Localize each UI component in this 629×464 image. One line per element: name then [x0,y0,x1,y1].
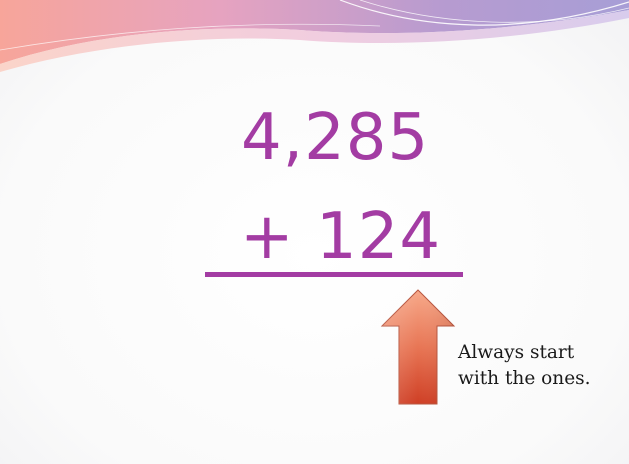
note-line-2: with the ones. [458,368,591,389]
sum-line [205,272,463,277]
bottom-addend: + 124 [240,200,442,274]
top-addend: 4,285 [241,101,430,175]
decorative-banner [0,0,629,72]
up-arrow-icon [380,289,456,405]
instruction-note: Always start with the ones. [458,340,628,392]
note-line-1: Always start [458,342,575,363]
